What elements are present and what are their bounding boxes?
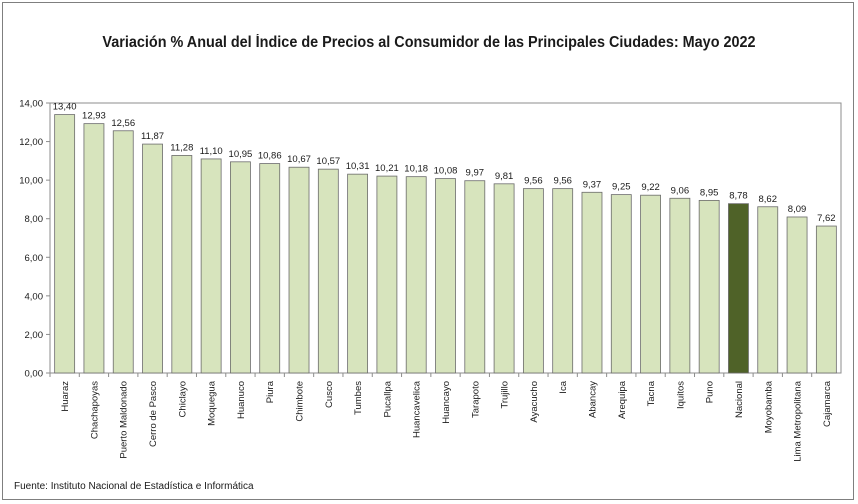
value-label: 9,06 [671,185,690,196]
y-axis: 0,00 2,00 4,00 6,00 8,00 10,00 12,00 14,00 [19,99,842,380]
bar-lima-metropolitana [786,216,808,374]
value-label: 11,28 [170,142,193,153]
category-label: Abancay [587,381,598,418]
bar-iquitos [669,197,691,374]
bar-tacna [640,194,661,374]
bar-nacional [728,203,749,374]
bar-arequipa [610,194,632,374]
value-label: 10,95 [229,149,253,160]
value-label: 10,86 [258,151,282,162]
bar-tarapoto [464,180,486,374]
bar-huancavelica [405,176,427,374]
category-label: Chachapoyas [89,381,100,439]
value-label: 12,56 [111,118,135,129]
category-label: Tumbes [353,381,364,415]
category-label: Puerto Maldonado [119,381,130,459]
category-label: Arequipa [617,380,628,419]
category-label: Nacional [734,381,745,418]
category-label: Piura [265,380,276,403]
category-labels: Huaraz Chachapoyas Puerto Maldonado Cerro d… [60,380,833,462]
y-tick-label: 8,00 [25,214,44,225]
value-label: 9,81 [495,171,514,182]
value-label: 13,40 [53,102,77,113]
category-label: Ica [558,380,569,393]
category-label: Ayacucho [529,381,540,423]
y-tick-label: 10,00 [19,176,43,187]
category-label: Chimbote [295,381,306,422]
category-label: Iquitos [675,381,686,409]
category-label: Cajamarca [822,380,833,427]
value-label: 8,62 [759,194,778,205]
bar-chimbote [288,166,310,374]
value-label: 8,78 [729,191,748,202]
chart-source: Fuente: Instituto Nacional de Estadístic… [14,481,254,492]
value-label: 10,57 [316,156,340,167]
bar-abancay [581,191,603,374]
bar-moquegua [200,158,222,374]
value-label: 8,09 [788,204,807,215]
y-tick-label: 6,00 [25,253,44,264]
bars [54,114,837,374]
category-label: Moyobamba [763,380,774,433]
category-label: Lima Metropolitana [793,380,804,462]
bar-pucallpa [376,175,398,374]
category-label: Pucallpa [382,380,393,417]
bar-huancayo [435,178,456,374]
value-label: 7,62 [817,213,836,224]
value-label: 12,93 [82,111,106,122]
y-tick-label: 2,00 [25,330,44,341]
category-label: Puno [705,381,716,403]
category-label: Chiclayo [177,381,188,417]
y-tick-label: 4,00 [25,291,44,302]
bar-trujillo [493,183,515,374]
category-label: Huaraz [60,381,71,412]
category-label: Cerro de Pasco [148,381,159,447]
value-label: 10,08 [434,166,458,177]
category-label: Trujillo [500,381,511,409]
category-label: Tacna [646,380,657,406]
value-label: 11,10 [200,146,223,157]
bar-chiclayo [171,155,193,374]
bar-cajamarca [815,225,837,374]
category-label: Huancayo [441,381,452,424]
bar-huaraz [54,114,76,374]
bar-chachapoyas [83,123,105,374]
value-label: 9,37 [583,179,602,190]
category-label: Huanuco [236,381,247,419]
bar-cusco [317,168,339,374]
value-label: 10,31 [346,161,370,172]
bar-moyobamba [757,206,779,374]
bar-huanuco [230,161,251,374]
value-label: 9,56 [524,176,543,187]
category-label: Huancavelica [412,380,423,438]
value-label: 8,95 [700,187,719,198]
y-tick-label: 12,00 [19,137,43,148]
value-label: 10,21 [375,163,399,174]
value-label: 11,87 [141,131,164,142]
bar-tumbes [347,173,369,374]
value-label: 9,97 [466,168,485,179]
bar-ica [552,188,574,374]
value-label: 9,22 [641,182,660,193]
y-tick-label: 14,00 [19,99,43,110]
category-label: Tarapoto [470,381,481,418]
bar-cerro-de-pasco [142,143,163,374]
value-label: 10,18 [404,164,428,175]
bar-puerto-maldonado [112,130,134,374]
y-tick-label: 0,00 [25,369,44,380]
bar-ayacucho [522,188,544,374]
value-labels: 13,40 12,93 12,56 11,87 11,28 11,10 10,95 10,86… [53,102,836,224]
chart-title: Variación % Anual del Índice de Precios … [102,34,756,51]
value-label: 9,56 [553,176,572,187]
bar-piura [259,163,281,374]
bar-puno [698,199,720,374]
category-label: Cusco [324,381,335,408]
category-label: Moquegua [207,380,218,426]
value-label: 9,25 [612,182,631,193]
value-label: 10,67 [287,154,311,165]
